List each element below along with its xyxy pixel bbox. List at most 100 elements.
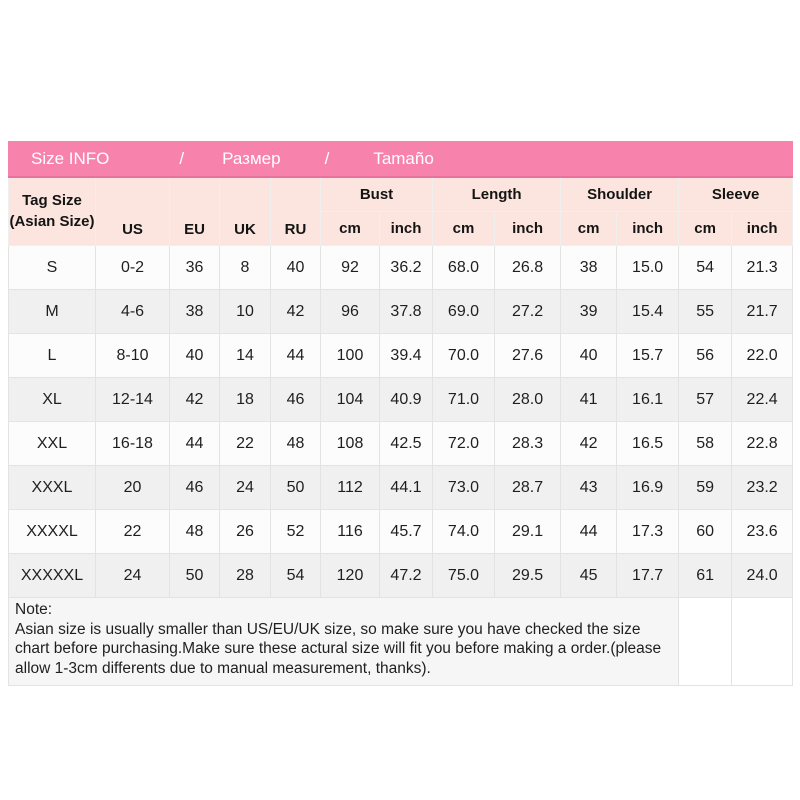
- value-cell: 8: [219, 245, 271, 290]
- value-cell: 46: [169, 465, 220, 510]
- col-header-tag-size: Tag Size (Asian Size): [8, 176, 96, 246]
- value-cell: 56: [678, 333, 733, 378]
- value-cell: 55: [678, 289, 733, 334]
- value-cell: 24.0: [731, 553, 794, 598]
- col-header-sleeve: Sleeve: [678, 176, 794, 212]
- value-cell: 29.1: [493, 509, 562, 554]
- value-cell: 38: [560, 245, 618, 290]
- value-cell: 21.3: [731, 245, 794, 290]
- note-empty-cell: [678, 597, 733, 686]
- value-cell: 24: [219, 465, 271, 510]
- value-cell: 46: [270, 377, 321, 422]
- col-header-eu: EU: [169, 176, 220, 246]
- value-cell: 42: [270, 289, 321, 334]
- value-cell: 40.9: [379, 377, 433, 422]
- table-row: XXL 16-18 44 22 48 108 42.5 72.0 28.3 42 16.5 58 22.…: [8, 421, 794, 466]
- tag-size-line1: Tag Size: [22, 192, 82, 210]
- value-cell: 4-6: [95, 289, 170, 334]
- value-cell: 38: [169, 289, 220, 334]
- value-cell: 40: [169, 333, 220, 378]
- value-cell: 36.2: [379, 245, 433, 290]
- note-text-cell: Note: Asian size is usually smaller than…: [7, 597, 680, 686]
- header-group-row: Tag Size (Asian Size) US EU UK RU Bust L…: [8, 176, 794, 246]
- value-cell: 16.5: [616, 421, 680, 466]
- value-cell: 14: [219, 333, 271, 378]
- value-cell: 27.2: [493, 289, 562, 334]
- value-cell: 48: [270, 421, 321, 466]
- value-cell: 40: [270, 245, 321, 290]
- table-row: XXXL 20 46 24 50 112 44.1 73.0 28.7 43 16.9 59 23.2: [8, 465, 794, 510]
- table-row: XXXXXL 24 50 28 54 120 47.2 75.0 29.5 45 17.7 61 24.…: [8, 553, 794, 598]
- note-body: Asian size is usually smaller than US/EU…: [15, 620, 662, 678]
- title-band-cell: Size INFO / Размер / Tamaño: [7, 141, 562, 178]
- value-cell: 69.0: [432, 289, 495, 334]
- size-label-cell: L: [8, 333, 96, 378]
- value-cell: 39: [560, 289, 618, 334]
- value-cell: 15.7: [616, 333, 680, 378]
- value-cell: 58: [678, 421, 733, 466]
- value-cell: 22: [219, 421, 271, 466]
- band-part-tamano: Tamaño: [373, 149, 434, 168]
- band-part-razmer: Размер: [222, 149, 281, 168]
- value-cell: 36: [169, 245, 220, 290]
- table-row: M 4-6 38 10 42 96 37.8 69.0 27.2 39 15.4 55 21.7: [8, 289, 794, 334]
- value-cell: 28.7: [493, 465, 562, 510]
- value-cell: 73.0: [432, 465, 495, 510]
- col-header-ru: RU: [270, 176, 321, 246]
- value-cell: 17.7: [616, 553, 680, 598]
- unit-header-cm: cm: [678, 211, 733, 246]
- value-cell: 37.8: [379, 289, 433, 334]
- value-cell: 10: [219, 289, 271, 334]
- value-cell: 40: [560, 333, 618, 378]
- value-cell: 50: [169, 553, 220, 598]
- size-label-cell: S: [8, 245, 96, 290]
- value-cell: 22: [95, 509, 170, 554]
- value-cell: 72.0: [432, 421, 495, 466]
- size-chart-table: Size INFO / Размер / Tamaño Tag Size (As…: [7, 141, 794, 686]
- value-cell: 54: [678, 245, 733, 290]
- value-cell: 26.8: [493, 245, 562, 290]
- value-cell: 15.0: [616, 245, 680, 290]
- value-cell: 26: [219, 509, 271, 554]
- value-cell: 45: [560, 553, 618, 598]
- unit-header-inch: inch: [731, 211, 794, 246]
- band-separator-slash: /: [324, 149, 330, 168]
- value-cell: 44: [270, 333, 321, 378]
- value-cell: 68.0: [432, 245, 495, 290]
- value-cell: 8-10: [95, 333, 170, 378]
- value-cell: 61: [678, 553, 733, 598]
- value-cell: 28: [219, 553, 271, 598]
- value-cell: 44: [169, 421, 220, 466]
- col-header-us: US: [95, 176, 170, 246]
- value-cell: 28.3: [493, 421, 562, 466]
- value-cell: 28.0: [493, 377, 562, 422]
- value-cell: 45.7: [379, 509, 433, 554]
- value-cell: 104: [320, 377, 380, 422]
- value-cell: 48: [169, 509, 220, 554]
- value-cell: 22.0: [731, 333, 794, 378]
- size-label-cell: XXXXL: [8, 509, 96, 554]
- value-cell: 74.0: [432, 509, 495, 554]
- value-cell: 52: [270, 509, 321, 554]
- value-cell: 44: [560, 509, 618, 554]
- table-row: XL 12-14 42 18 46 104 40.9 71.0 28.0 41 16.1 57 22.4: [8, 377, 794, 422]
- unit-header-cm: cm: [320, 211, 380, 246]
- title-band-text: Size INFO / Размер / Tamaño: [9, 142, 560, 176]
- value-cell: 15.4: [616, 289, 680, 334]
- table-row: S 0-2 36 8 40 92 36.2 68.0 26.8 38 15.0 54 21.3: [8, 245, 794, 290]
- value-cell: 112: [320, 465, 380, 510]
- value-cell: 16.9: [616, 465, 680, 510]
- value-cell: 27.6: [493, 333, 562, 378]
- tag-size-line2: (Asian Size): [9, 212, 95, 230]
- band-separator-slash: /: [179, 149, 185, 168]
- value-cell: 116: [320, 509, 380, 554]
- value-cell: 20: [95, 465, 170, 510]
- value-cell: 70.0: [432, 333, 495, 378]
- value-cell: 60: [678, 509, 733, 554]
- value-cell: 42: [169, 377, 220, 422]
- value-cell: 47.2: [379, 553, 433, 598]
- col-header-length: Length: [431, 176, 562, 212]
- title-band-empty-cell: [560, 141, 794, 178]
- value-cell: 41: [560, 377, 618, 422]
